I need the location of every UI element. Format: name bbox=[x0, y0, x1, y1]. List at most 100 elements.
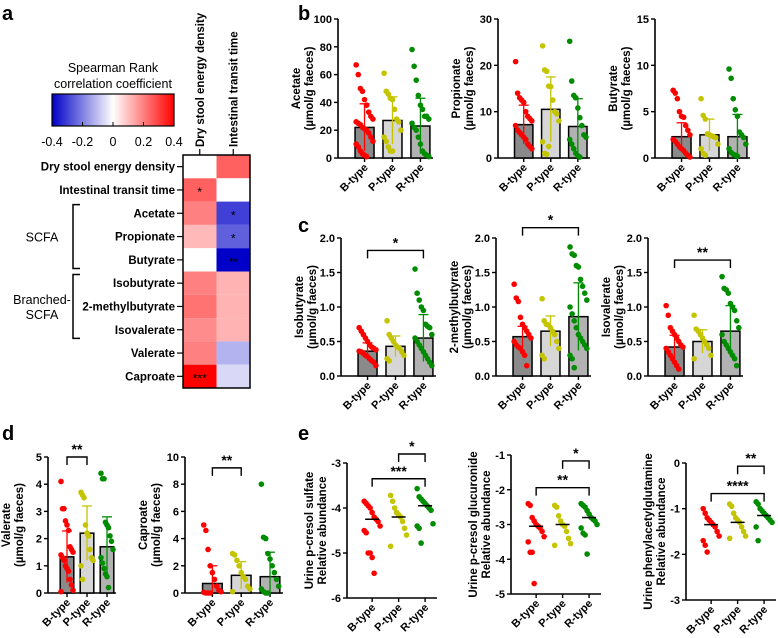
data-point bbox=[271, 569, 278, 576]
data-point bbox=[680, 344, 686, 350]
data-point bbox=[58, 478, 64, 485]
heatmap-cell bbox=[183, 294, 217, 319]
heatmap-cell bbox=[183, 178, 217, 202]
data-point bbox=[207, 590, 214, 596]
data-point bbox=[413, 127, 420, 133]
heatmap-cell bbox=[216, 318, 250, 342]
data-point bbox=[205, 546, 211, 553]
heatmap-cell bbox=[216, 294, 250, 319]
data-point bbox=[273, 576, 280, 583]
data-point bbox=[554, 111, 560, 117]
data-point bbox=[556, 345, 562, 352]
data-point bbox=[383, 138, 389, 145]
x-tick-label: R-type bbox=[552, 380, 585, 413]
y-tick-label: 2.0 bbox=[627, 233, 642, 245]
x-tick-label: B-type bbox=[496, 380, 529, 413]
y-tick-label: 100 bbox=[314, 14, 332, 26]
x-tick-label: B-type bbox=[341, 380, 374, 413]
group-label: SCFA bbox=[26, 231, 59, 245]
data-point bbox=[736, 324, 742, 331]
data-point bbox=[108, 538, 115, 545]
y-axis-label: Relative abundance bbox=[656, 477, 668, 585]
data-point bbox=[363, 529, 369, 536]
data-point bbox=[553, 504, 560, 510]
y-axis-label: (µmol/g faeces) bbox=[14, 483, 26, 567]
data-point bbox=[101, 565, 107, 572]
data-point bbox=[375, 518, 381, 525]
y-tick-label: 1.0 bbox=[320, 302, 335, 314]
data-point bbox=[712, 524, 718, 530]
data-point bbox=[412, 266, 418, 272]
data-point bbox=[68, 582, 75, 588]
data-point bbox=[107, 533, 113, 539]
y-tick-label: -1 bbox=[670, 504, 680, 516]
data-point bbox=[740, 134, 747, 141]
data-point bbox=[98, 470, 104, 477]
plot-isobutyrate: 0.0 0.5 1.0 1.5 2.0 Isobutyrate (µmol/g faeces… bbox=[294, 233, 436, 412]
data-point bbox=[539, 528, 545, 535]
data-point bbox=[719, 273, 725, 280]
data-point bbox=[275, 583, 282, 589]
row-label: Propionate bbox=[115, 232, 175, 244]
plot-caproate: 0 2 4 6 8 10 Caproate (µmol/g faeces) B-typeP-ty… bbox=[138, 452, 283, 629]
data-point bbox=[61, 505, 67, 512]
data-point bbox=[719, 331, 725, 338]
data-point bbox=[385, 91, 392, 97]
data-point bbox=[409, 120, 415, 127]
data-point bbox=[755, 537, 761, 544]
plot-urine-phenylacetylglutamine: -3 -2 -1 0 Urine phenylacetylglutamine Relati… bbox=[643, 450, 776, 636]
heatmap-cell bbox=[183, 364, 217, 388]
data-point bbox=[415, 92, 422, 99]
y-tick-label: 20 bbox=[320, 125, 332, 137]
data-point bbox=[541, 355, 547, 362]
data-point bbox=[584, 297, 590, 303]
data-point bbox=[563, 528, 570, 535]
significance-bracket bbox=[521, 226, 580, 236]
data-point bbox=[387, 543, 394, 550]
significance-label: * bbox=[393, 234, 399, 250]
heatmap-cell bbox=[183, 318, 217, 342]
panel-letter-b: b bbox=[298, 3, 310, 25]
y-tick-label: 10 bbox=[637, 60, 649, 72]
significance-label: ** bbox=[697, 244, 708, 260]
data-point bbox=[529, 549, 535, 556]
data-point bbox=[110, 546, 116, 553]
data-point bbox=[579, 122, 585, 129]
data-point bbox=[370, 138, 376, 145]
panel-letter-e: e bbox=[298, 423, 309, 445]
data-point bbox=[514, 90, 521, 96]
y-axis-label: Urine p-cresol sulfate bbox=[304, 472, 316, 590]
data-point bbox=[579, 283, 586, 290]
data-point bbox=[569, 355, 575, 362]
plot-urine-p-cresol-sulfate: -6 -5 -4 -3 Urine p-cresol sulfate Relative a… bbox=[304, 438, 437, 634]
data-point bbox=[553, 338, 560, 345]
data-point bbox=[556, 118, 562, 124]
y-tick-label: 2.0 bbox=[320, 233, 335, 245]
y-tick-label: 0 bbox=[36, 588, 42, 600]
data-point bbox=[377, 523, 383, 529]
data-point bbox=[391, 106, 398, 113]
data-point bbox=[387, 492, 394, 499]
heatmap-cell bbox=[216, 341, 250, 365]
data-point bbox=[58, 588, 64, 595]
data-point bbox=[732, 107, 739, 113]
x-tick-label: B-type bbox=[497, 162, 530, 195]
data-point bbox=[583, 134, 589, 140]
data-point bbox=[265, 590, 271, 596]
data-point bbox=[726, 66, 732, 72]
data-point bbox=[78, 563, 84, 569]
x-tick-label: P-type bbox=[683, 162, 715, 194]
y-tick-label: -2 bbox=[670, 549, 680, 561]
data-point bbox=[680, 114, 687, 121]
x-tick-label: R-type bbox=[711, 162, 744, 195]
data-point bbox=[373, 346, 379, 353]
data-point bbox=[418, 540, 424, 546]
data-point bbox=[743, 141, 749, 147]
heatmap-border bbox=[182, 154, 251, 389]
significance-label: * bbox=[409, 438, 415, 454]
column-label: Dry stool energy density bbox=[195, 12, 207, 147]
y-tick-label: -3 bbox=[670, 595, 680, 607]
y-tick-label: 1.0 bbox=[627, 302, 642, 314]
group-label: SCFA bbox=[26, 308, 59, 322]
